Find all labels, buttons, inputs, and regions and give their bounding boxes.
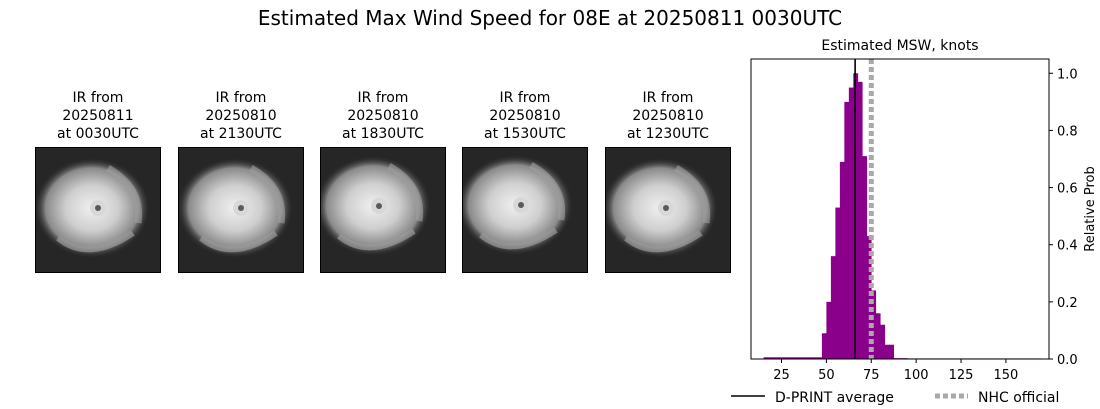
ir-caption-line2: 20250810 [489,108,561,124]
x-tick-label: 125 [949,368,974,383]
histogram-bar [772,357,778,359]
histogram-bar [835,207,841,359]
y-tick-label: 0.8 [1057,124,1078,139]
ir-satellite-image [35,147,161,273]
histogram-bar [884,344,890,359]
histogram-bar [817,357,823,359]
legend-dprint-label: D-PRINT average [775,390,894,406]
ir-caption-line1: IR from [72,90,124,106]
histogram-bar [808,357,814,359]
ir-caption-line2: 20250810 [632,108,704,124]
histogram-bar [790,357,796,359]
ir-caption-line2: 20250811 [62,108,134,124]
histogram-bar [862,156,868,359]
histogram-bar [857,81,863,359]
histogram-bar [777,357,782,359]
plot-frame [750,58,1050,360]
histogram-bar [812,357,818,359]
ir-caption-line1: IR from [499,90,551,106]
ir-panel-caption: IR from 20250810 at 1530UTC [462,89,588,143]
histogram-bar [848,87,854,360]
y-tick-label: 0.2 [1057,296,1078,311]
y-tick-label: 0.0 [1057,353,1078,368]
ir-panel: IR from 20250810 at 2130UTC [178,89,304,273]
histogram-bar [889,344,895,359]
histogram-bar [786,357,791,359]
ir-panel-caption: IR from 20250810 at 1830UTC [320,89,446,143]
histogram-bar [799,357,805,359]
histogram-bar [794,357,800,359]
x-tick-label: 25 [773,368,790,383]
chart-title: Estimated MSW, knots [821,38,978,54]
legend-nhc-label: NHC official [978,390,1059,406]
histogram-bar [844,101,850,359]
x-tick-label: 100 [904,368,929,383]
ir-satellite-image [462,147,588,273]
ir-caption-line2: 20250810 [205,108,277,124]
ir-caption-line1: IR from [642,90,694,106]
histogram-bar [880,324,886,359]
x-tick-label: 150 [994,368,1019,383]
ir-caption-line3: at 1830UTC [342,126,424,142]
histogram-bar [763,357,769,359]
histogram-bar [821,333,827,359]
ir-panel-caption: IR from 20250811 at 0030UTC [35,89,161,143]
ir-caption-line3: at 0030UTC [57,126,139,142]
histogram-bar [866,236,872,359]
ir-caption-line3: at 1230UTC [627,126,709,142]
x-tick-label: 75 [863,368,880,383]
histogram-bar [839,161,845,359]
histogram-bar [875,313,881,359]
histogram-bar [768,357,773,359]
ir-panel: IR from 20250810 at 1830UTC [320,89,446,273]
ir-satellite-image [320,147,446,273]
ir-caption-line2: 20250810 [347,108,419,124]
y-tick-label: 0.6 [1057,182,1078,197]
ir-caption-line1: IR from [215,90,267,106]
ir-panel-caption: IR from 20250810 at 2130UTC [178,89,304,143]
y-axis-label: Relative Prob [1083,166,1098,251]
ir-panel-caption: IR from 20250810 at 1230UTC [605,89,731,143]
y-tick-label: 1.0 [1057,67,1078,82]
histogram-bar [830,256,836,359]
histogram-bar [803,357,809,359]
ir-panel: IR from 20250810 at 1230UTC [605,89,731,273]
histogram-bar [781,357,787,359]
ir-caption-line3: at 2130UTC [200,126,282,142]
ir-satellite-image [605,147,731,273]
ir-panel: IR from 20250810 at 1530UTC [462,89,588,273]
figure-title: Estimated Max Wind Speed for 08E at 2025… [257,6,843,30]
ir-caption-line3: at 1530UTC [484,126,566,142]
ir-panel: IR from 20250811 at 0030UTC [35,89,161,273]
ir-caption-line1: IR from [357,90,409,106]
histogram-bar [826,301,832,359]
ir-satellite-image [178,147,304,273]
y-tick-label: 0.4 [1057,239,1078,254]
x-tick-label: 50 [818,368,835,383]
